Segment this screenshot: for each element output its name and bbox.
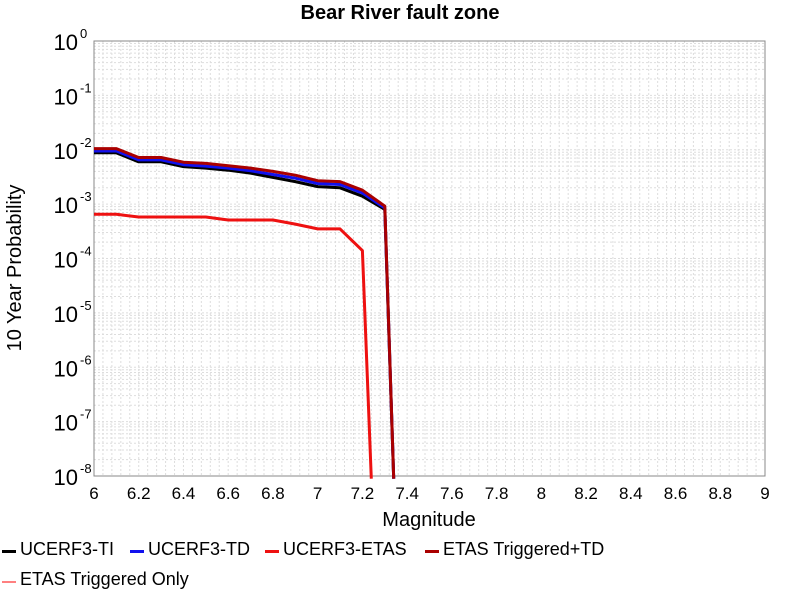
y-tick-exponent: -5 [80,298,92,313]
series-line-ucerf3-ti [94,151,396,479]
y-tick-label: 10 0 [54,26,88,55]
x-tick-label: 7.4 [395,484,419,503]
x-tick-label: 7.8 [485,484,509,503]
y-axis-label: 10 Year Probability [4,185,26,352]
y-tick-exponent: -4 [80,244,92,259]
y-tick-base: 10 [54,465,78,490]
series-group [94,147,396,479]
y-tick-exponent: -2 [80,135,92,150]
x-tick-label: 7.2 [351,484,375,503]
legend-label: ETAS Triggered Only [20,569,189,589]
y-tick-base: 10 [54,302,78,327]
y-tick-base: 10 [54,411,78,436]
x-tick-label: 6.8 [261,484,285,503]
y-tick-base: 10 [54,30,78,55]
y-tick-base: 10 [54,356,78,381]
y-tick-base: 10 [54,248,78,273]
y-tick-label: 10 -5 [54,298,92,327]
x-tick-label: 8.8 [708,484,732,503]
legend-label: UCERF3-TI [20,539,114,559]
chart-title: Bear River fault zone [301,2,500,24]
legend-item-ucerf3-ti: UCERF3-TI [2,539,114,560]
x-tick-label: 8.2 [574,484,598,503]
legend-item-etas-triggered-only: ETAS Triggered Only [2,569,189,590]
y-tick-exponent: -8 [80,461,92,476]
x-tick-label: 6.4 [172,484,196,503]
y-tick-exponent: 0 [80,26,87,41]
x-tick-label: 6 [89,484,98,503]
legend-swatch [2,550,16,553]
x-tick-label: 8 [537,484,546,503]
x-tick-label: 8.4 [619,484,643,503]
y-tick-label: 10 -1 [54,80,92,109]
legend-swatch [265,550,279,553]
chart: 6 6.2 6.4 6.6 6.8 7 7.2 7.4 7.6 7.8 8 8.2 8.4 8.6 8.8 9… [4,2,770,531]
y-tick-label: 10 -3 [54,189,92,218]
x-tick-label: 6.6 [216,484,240,503]
y-tick-label: 10 -7 [54,407,92,436]
y-tick-exponent: -6 [80,352,92,367]
x-axis-label: Magnitude [382,509,475,531]
legend-swatch [130,550,144,553]
legend-swatch [2,580,16,583]
y-tick-label: 10 -6 [54,352,92,381]
y-tick-exponent: -1 [80,80,92,95]
series-line-ucerf3-td [94,149,396,479]
legend-item-ucerf3-etas: UCERF3-ETAS [265,539,407,560]
y-tick-base: 10 [54,84,78,109]
x-tick-label: 7.6 [440,484,464,503]
series-line-etas-triggered-td [94,147,396,479]
legend-item-etas-triggered-td: ETAS Triggered+TD [425,539,604,560]
grid [94,41,765,476]
legend-swatch [425,550,439,553]
y-tick-base: 10 [54,193,78,218]
y-tick-exponent: -7 [80,407,92,422]
plot-frame [93,40,766,477]
x-tick-label: 7 [313,484,322,503]
x-tick-label: 9 [760,484,769,503]
y-tick-label: 10 -8 [54,461,92,490]
legend-label: UCERF3-ETAS [283,539,407,559]
y-tick-exponent: -3 [80,189,92,204]
y-tick-base: 10 [54,139,78,164]
y-tick-label: 10 -2 [54,135,92,164]
x-tick-labels: 6 6.2 6.4 6.6 6.8 7 7.2 7.4 7.6 7.8 8 8.2 8.4 8.6 8.8 9 [89,484,769,503]
series-line-ucerf3-etas [94,212,373,479]
legend: UCERF3-TI UCERF3-TD UCERF3-ETAS ETAS Tri… [0,536,800,600]
legend-item-ucerf3-td: UCERF3-TD [130,539,250,560]
x-tick-label: 6.2 [127,484,151,503]
x-tick-label: 8.6 [664,484,688,503]
legend-label: ETAS Triggered+TD [443,539,605,559]
y-tick-label: 10 -4 [54,244,92,273]
legend-label: UCERF3-TD [148,539,250,559]
